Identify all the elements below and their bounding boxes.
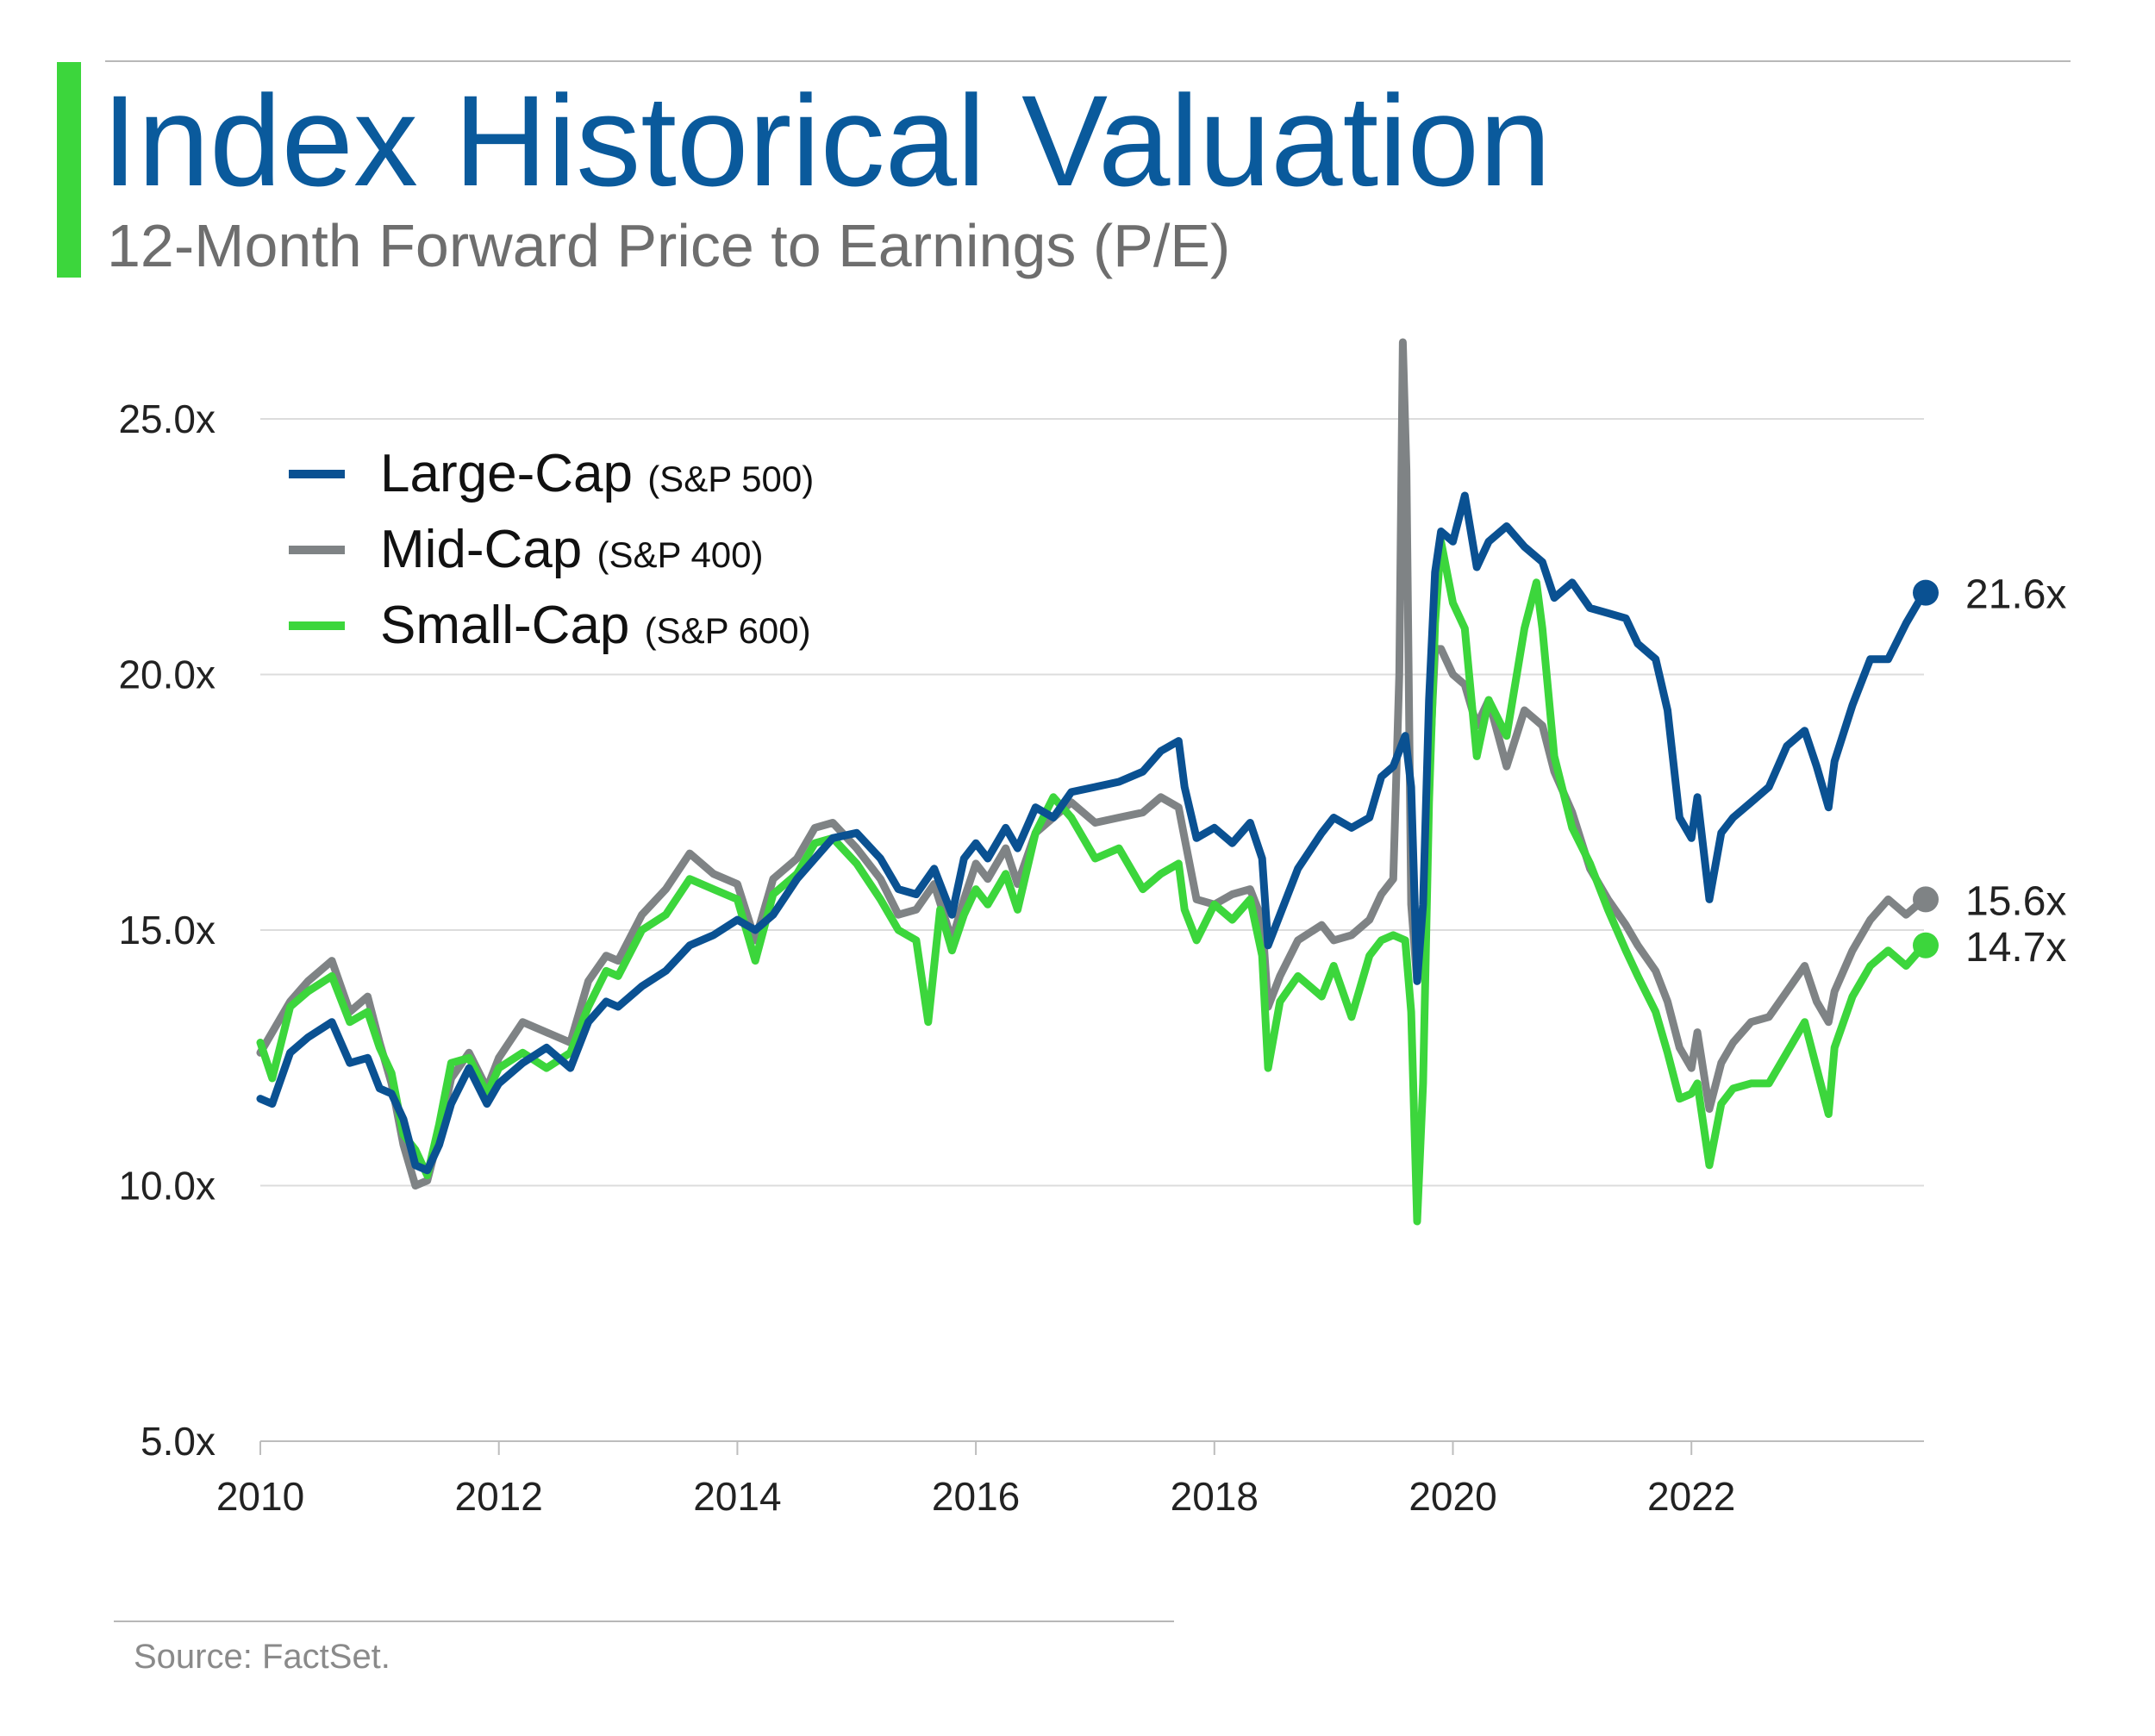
x-tick-label: 2014: [693, 1474, 781, 1519]
end-marker-mid: [1913, 886, 1939, 913]
series-line-large: [256, 491, 1928, 1175]
y-tick-label: 5.0x: [141, 1419, 216, 1464]
y-tick-label: 10.0x: [118, 1164, 216, 1208]
source-note: Source: FactSet.: [134, 1638, 390, 1676]
legend-label-small: Small-Cap (S&P 600): [380, 596, 811, 655]
y-tick-label: 20.0x: [118, 653, 216, 697]
end-label-mid: 15.6x: [1965, 878, 2066, 924]
x-tick-label: 2016: [932, 1474, 1020, 1519]
end-label-large: 21.6x: [1965, 572, 2066, 618]
y-tick-label: 15.0x: [118, 908, 216, 952]
legend-label-mid: Mid-Cap (S&P 400): [380, 520, 764, 579]
y-tick-label: 25.0x: [118, 397, 216, 441]
end-label-small: 14.7x: [1965, 925, 2066, 971]
accent-bar: [57, 62, 81, 278]
end-marker-large: [1913, 579, 1939, 606]
top-rule: [105, 60, 2071, 62]
x-tick-label: 2022: [1647, 1474, 1735, 1519]
source-rule: [114, 1620, 1174, 1622]
chart-title: Index Historical Valuation: [102, 68, 1552, 213]
legend-index-large: (S&P 500): [647, 459, 814, 499]
legend-label-large: Large-Cap (S&P 500): [380, 444, 814, 503]
x-tick-label: 2018: [1171, 1474, 1259, 1519]
end-marker-small: [1913, 932, 1939, 959]
x-tick-label: 2012: [455, 1474, 543, 1519]
chart-subtitle: 12-Month Forward Price to Earnings (P/E): [107, 212, 1231, 279]
legend-index-mid: (S&P 400): [597, 534, 764, 575]
series-line-small: [256, 537, 1928, 1226]
legend-index-small: (S&P 600): [645, 610, 811, 651]
line-chart: 5.0x 10.0x 15.0x 20.0x 25.0x 2010 2012 2014 2016…: [118, 338, 2066, 1519]
x-tick-label: 2020: [1409, 1474, 1496, 1519]
x-tick-label: 2010: [216, 1474, 304, 1519]
